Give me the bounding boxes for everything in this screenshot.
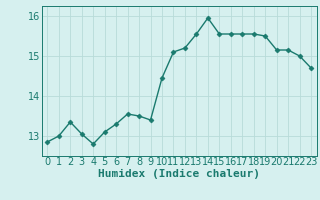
X-axis label: Humidex (Indice chaleur): Humidex (Indice chaleur)	[98, 169, 260, 179]
